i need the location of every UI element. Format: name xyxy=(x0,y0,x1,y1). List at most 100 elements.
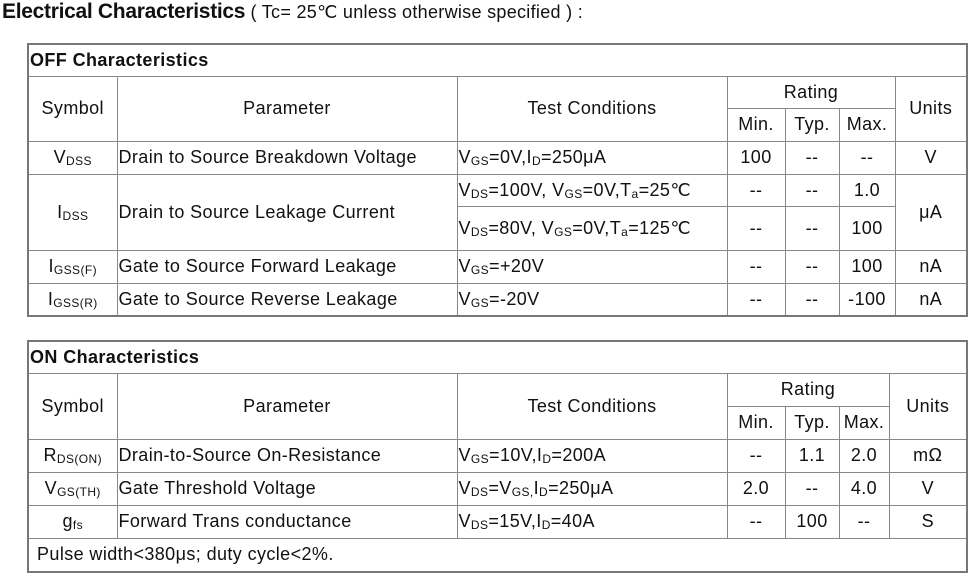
text: V xyxy=(44,478,58,498)
text: V xyxy=(458,217,471,238)
parameter-text: Gate to Source Forward Leakage xyxy=(118,256,397,276)
subscript: GS(TH) xyxy=(57,485,101,499)
max-cell: 4.0 xyxy=(838,471,890,506)
units-value: S xyxy=(921,511,934,531)
min-value: -- xyxy=(749,217,763,238)
symbol: VDSS xyxy=(54,147,92,167)
text: V xyxy=(458,478,471,498)
subscript: a xyxy=(631,186,639,201)
subscript: GS xyxy=(554,224,573,239)
subscript: DS xyxy=(470,186,489,201)
subscript: D xyxy=(539,485,549,499)
parameter-text: Gate Threshold Voltage xyxy=(118,478,317,498)
text: =V xyxy=(488,478,512,498)
units-cell: V xyxy=(894,140,968,175)
header-min: Min. xyxy=(726,405,786,440)
text: I xyxy=(533,478,539,498)
text: =0V,T xyxy=(582,179,632,200)
typ-cell: -- xyxy=(784,471,840,506)
text: =40A xyxy=(550,511,595,531)
symbol-cell: VDSS xyxy=(27,140,118,175)
text: V xyxy=(53,147,67,167)
symbol-cell: IGSS(F) xyxy=(27,249,118,284)
parameter-text: Drain to Source Breakdown Voltage xyxy=(118,147,417,167)
symbol: IDSS xyxy=(57,202,88,222)
subscript: GS xyxy=(564,186,583,201)
symbol-cell: IDSS xyxy=(27,173,118,251)
section-title-text: ON Characteristics xyxy=(30,346,200,367)
header-min-text: Min. xyxy=(738,114,774,134)
header-row: Symbol Parameter Test Conditions Rating Unit… xyxy=(27,372,968,440)
header-units: Units xyxy=(894,75,968,142)
header-typ: Typ. xyxy=(784,107,840,142)
min-cell: -- xyxy=(726,282,786,317)
header-rating-text: Rating xyxy=(780,379,836,399)
text: =100V, V xyxy=(488,179,565,200)
text: g xyxy=(62,511,73,531)
header-typ-text: Typ. xyxy=(794,114,830,134)
max-cell: -100 xyxy=(838,282,896,317)
min-value: -- xyxy=(749,256,763,276)
table-row: VDS=80V, VGS=0V,Ta=125℃ -- -- 100 xyxy=(28,205,967,251)
typ-cell: 100 xyxy=(784,504,840,539)
heading-note: ( Tc= 25℃ unless otherwise specified ) : xyxy=(245,2,584,22)
parameter-cell: Drain to Source Breakdown Voltage xyxy=(116,140,458,175)
header-max-text: Max. xyxy=(846,114,888,134)
header-parameter: Parameter xyxy=(116,372,458,440)
parameter-text: Gate to Source Reverse Leakage xyxy=(118,288,398,309)
header-parameter-text: Parameter xyxy=(243,98,331,118)
subscript: DS xyxy=(470,485,489,499)
typ-cell: -- xyxy=(784,205,840,251)
text: V xyxy=(458,147,471,167)
subscript: fs xyxy=(72,518,84,532)
text: =250μA xyxy=(548,478,614,498)
max-value: -- xyxy=(857,511,871,531)
header-min-text: Min. xyxy=(738,412,774,432)
units-cell: nA xyxy=(894,249,968,284)
subscript: GS xyxy=(470,295,490,310)
table-row: VDSS Drain to Source Breakdown Voltage VGS… xyxy=(27,140,968,175)
max-cell: 100 xyxy=(838,205,896,251)
text: =+20V xyxy=(489,256,545,276)
conditions-cell: VDS=100V, VGS=0V,Ta=25℃ xyxy=(456,173,728,207)
min-value: -- xyxy=(749,288,763,309)
min-cell: -- xyxy=(726,173,786,207)
units-value: μA xyxy=(919,201,943,222)
text: =25℃ xyxy=(638,179,691,200)
text: V xyxy=(458,179,471,200)
units-value: V xyxy=(921,478,934,498)
typ-value: 100 xyxy=(796,511,828,531)
symbol: RDS(ON) xyxy=(44,445,102,465)
header-conditions: Test Conditions xyxy=(456,75,728,142)
header-subrow: Min. Typ. Max. xyxy=(28,107,967,142)
section-title-row: OFF Characteristics xyxy=(27,43,968,77)
header-symbol-text: Symbol xyxy=(41,395,104,416)
units-cell: μA xyxy=(894,173,968,251)
parameter-cell: Forward Trans conductance xyxy=(116,504,458,539)
text: =-20V xyxy=(489,288,540,309)
conditions-cell: VGS=10V,ID=200A xyxy=(456,438,728,473)
parameter-cell: Gate to Source Forward Leakage xyxy=(116,249,458,284)
parameter-text: Drain to Source Leakage Current xyxy=(118,201,396,222)
text: R xyxy=(43,445,57,465)
text: =125℃ xyxy=(628,217,691,238)
header-typ: Typ. xyxy=(784,405,840,440)
parameter-cell: Drain to Source Leakage Current xyxy=(116,173,458,251)
max-cell: 2.0 xyxy=(838,438,890,473)
symbol: IGSS(R) xyxy=(48,289,98,309)
parameter-text: Forward Trans conductance xyxy=(118,511,352,531)
typ-cell: -- xyxy=(784,249,840,284)
subscript: DS(ON) xyxy=(56,452,102,466)
text: =10V,I xyxy=(489,445,543,465)
test-conditions: VGS=10V,ID=200A xyxy=(459,445,606,465)
typ-value: -- xyxy=(805,256,819,276)
max-value: 4.0 xyxy=(850,478,878,498)
subscript: DSS xyxy=(66,154,92,168)
units-cell: S xyxy=(888,504,968,539)
min-cell: 100 xyxy=(726,140,786,175)
text: I xyxy=(48,256,54,276)
header-rating: Rating xyxy=(726,372,890,407)
header-max: Max. xyxy=(838,107,896,142)
min-value: 100 xyxy=(740,147,772,167)
max-value: 100 xyxy=(851,217,883,238)
